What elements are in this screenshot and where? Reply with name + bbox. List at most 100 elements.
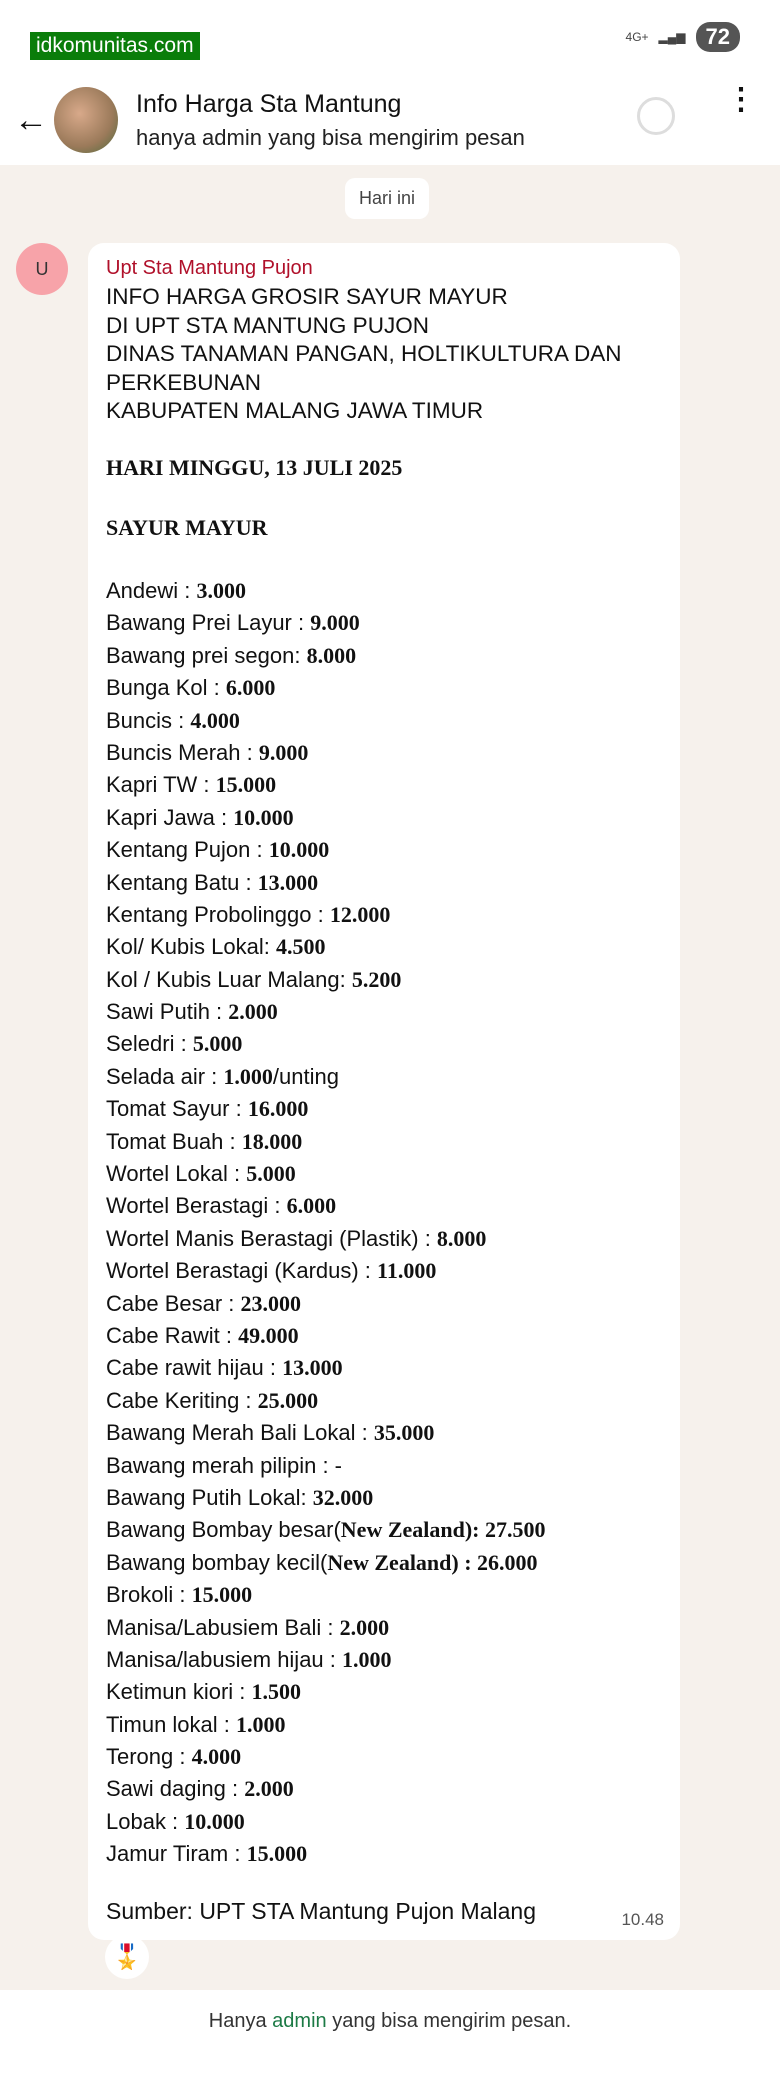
item-price: 16.000 xyxy=(247,1096,309,1122)
item-price: 13.000 xyxy=(282,1355,343,1381)
item-price: 8.000 xyxy=(436,1225,487,1251)
chat-subtitle: hanya admin yang bisa mengirim pesan xyxy=(136,124,525,150)
price-item: Tomat Buah : 18.000 xyxy=(106,1126,546,1158)
item-name: Lobak : xyxy=(106,1808,185,1834)
item-price: 2.000 xyxy=(339,1614,390,1640)
price-item: Sawi daging : 2.000 xyxy=(106,1773,546,1805)
message-bubble: Upt Sta Mantung Pujon INFO HARGA GROSIR … xyxy=(88,243,680,1940)
price-item: Bawang bombay kecil(New Zealand) : 26.00… xyxy=(106,1547,546,1579)
price-item: Manisa/labusiem hijau : 1.000 xyxy=(106,1644,546,1676)
item-price: 6.000 xyxy=(286,1193,337,1219)
item-price: 15.000 xyxy=(191,1582,253,1608)
more-options-icon[interactable]: ⋮ xyxy=(726,83,756,116)
item-price: 10.000 xyxy=(268,837,330,863)
item-name: Wortel Berastagi (Kardus) : xyxy=(106,1258,378,1284)
item-name: Buncis Merah : xyxy=(106,739,259,765)
price-item: Tomat Sayur : 16.000 xyxy=(106,1093,546,1125)
item-name: Sawi daging : xyxy=(106,1776,245,1802)
item-name: Wortel Lokal : xyxy=(106,1161,247,1187)
item-price: 11.000 xyxy=(377,1258,437,1284)
heading-line: INFO HARGA GROSIR SAYUR MAYUR xyxy=(106,284,508,309)
reaction-medal-icon[interactable]: 🎖️ xyxy=(105,1935,149,1979)
item-price: 32.000 xyxy=(312,1484,374,1510)
admin-link[interactable]: admin xyxy=(272,2010,327,2032)
item-name: Seledri : xyxy=(106,1031,193,1057)
price-item: Wortel Lokal : 5.000 xyxy=(106,1158,546,1190)
item-price: 15.000 xyxy=(215,772,277,798)
item-name: Cabe Besar : xyxy=(106,1290,241,1316)
section-heading: SAYUR MAYUR xyxy=(106,515,268,540)
item-name: Terong : xyxy=(106,1744,192,1770)
item-price: 1.000 xyxy=(342,1646,392,1672)
item-price: 10.000 xyxy=(184,1808,245,1834)
item-name: Jamur Tiram : xyxy=(106,1841,247,1867)
item-name: Selada air : xyxy=(106,1063,224,1089)
group-avatar[interactable] xyxy=(54,87,118,153)
price-item: Manisa/Labusiem Bali : 2.000 xyxy=(106,1612,546,1644)
price-item: Bawang prei segon: 8.000 xyxy=(106,640,546,672)
price-item: Cabe rawit hijau : 13.000 xyxy=(106,1352,546,1384)
source-line: Sumber: UPT STA Mantung Pujon Malang xyxy=(106,1898,536,1924)
price-item: Terong : 4.000 xyxy=(106,1741,546,1773)
item-price: 12.000 xyxy=(329,901,391,927)
price-item: Sawi Putih : 2.000 xyxy=(106,996,546,1028)
item-price: 4.000 xyxy=(191,1744,242,1770)
item-price: 9.000 xyxy=(310,610,360,636)
status-bar: idkomunitas.com 4G+ ▂▄▆ 72 xyxy=(0,0,780,75)
chat-title[interactable]: Info Harga Sta Mantung xyxy=(136,89,402,118)
notice-text: yang bisa mengirim pesan. xyxy=(326,2010,572,2032)
price-item: Cabe Keriting : 25.000 xyxy=(106,1385,546,1417)
message-time: 10.48 xyxy=(621,1910,664,1929)
network-indicator: 4G+ xyxy=(625,30,649,44)
item-name: Kentang Batu : xyxy=(106,869,258,895)
price-item: Bawang merah pilipin : - xyxy=(106,1450,546,1482)
voice-chat-icon[interactable] xyxy=(637,97,675,135)
price-item: Andewi : 3.000 xyxy=(106,575,546,607)
item-price: 25.000 xyxy=(257,1387,319,1413)
item-name: Cabe Keriting : xyxy=(106,1387,258,1413)
item-price: 2.000 xyxy=(228,999,278,1025)
item-name: Wortel Berastagi : xyxy=(106,1193,287,1219)
back-arrow-icon[interactable]: ← xyxy=(14,100,48,139)
heading-line: KABUPATEN MALANG JAWA TIMUR xyxy=(106,398,484,423)
sender-name[interactable]: Upt Sta Mantung Pujon xyxy=(106,257,313,279)
item-price: New Zealand): 27.500 xyxy=(340,1517,546,1543)
price-item: Lobak : 10.000 xyxy=(106,1806,546,1838)
item-price: 5.200 xyxy=(351,966,402,992)
item-name: Kapri Jawa : xyxy=(106,804,234,830)
item-name: Cabe rawit hijau : xyxy=(106,1355,283,1381)
price-item: Timun lokal : 1.000 xyxy=(106,1709,546,1741)
item-name: Bawang Prei Layur : xyxy=(106,610,311,636)
item-price: 23.000 xyxy=(240,1290,302,1316)
item-price: 5.000 xyxy=(246,1161,296,1187)
price-item: Bawang Putih Lokal: 32.000 xyxy=(106,1482,546,1514)
price-item: Kol/ Kubis Lokal: 4.500 xyxy=(106,931,546,963)
price-item: Kentang Pujon : 10.000 xyxy=(106,834,546,866)
signal-icon: ▂▄▆ xyxy=(658,30,686,44)
sender-avatar[interactable]: U xyxy=(16,243,68,295)
item-name: Bawang prei segon: xyxy=(106,642,307,668)
price-item: Buncis : 4.000 xyxy=(106,705,546,737)
price-item: Kentang Batu : 13.000 xyxy=(106,867,546,899)
item-price: 10.000 xyxy=(233,804,294,830)
item-name: Wortel Manis Berastagi (Plastik) : xyxy=(106,1225,437,1251)
price-item: Cabe Besar : 23.000 xyxy=(106,1288,546,1320)
item-name: Timun lokal : xyxy=(106,1711,237,1737)
price-item: Kapri Jawa : 10.000 xyxy=(106,802,546,834)
item-name: Kol/ Kubis Lokal: xyxy=(106,934,276,960)
admin-only-notice: Hanya admin yang bisa mengirim pesan. xyxy=(0,1990,780,2080)
item-price: 5.000 xyxy=(192,1031,243,1057)
item-name: Buncis : xyxy=(106,707,191,733)
item-name: Brokoli : xyxy=(106,1582,192,1608)
chat-header: ← Info Harga Sta Mantung hanya admin yan… xyxy=(0,75,780,165)
item-price: 8.000 xyxy=(306,642,357,668)
price-item: Seledri : 5.000 xyxy=(106,1028,546,1060)
price-item: Kapri TW : 15.000 xyxy=(106,769,546,801)
price-item: Cabe Rawit : 49.000 xyxy=(106,1320,546,1352)
notice-text: Hanya xyxy=(208,2010,273,2032)
price-item: Wortel Berastagi (Kardus) : 11.000 xyxy=(106,1255,546,1287)
price-item: Ketimun kiori : 1.500 xyxy=(106,1676,546,1708)
item-name: Bawang Merah Bali Lokal : xyxy=(106,1420,374,1446)
battery-indicator: 72 xyxy=(695,22,740,52)
item-price: 4.000 xyxy=(190,707,240,733)
